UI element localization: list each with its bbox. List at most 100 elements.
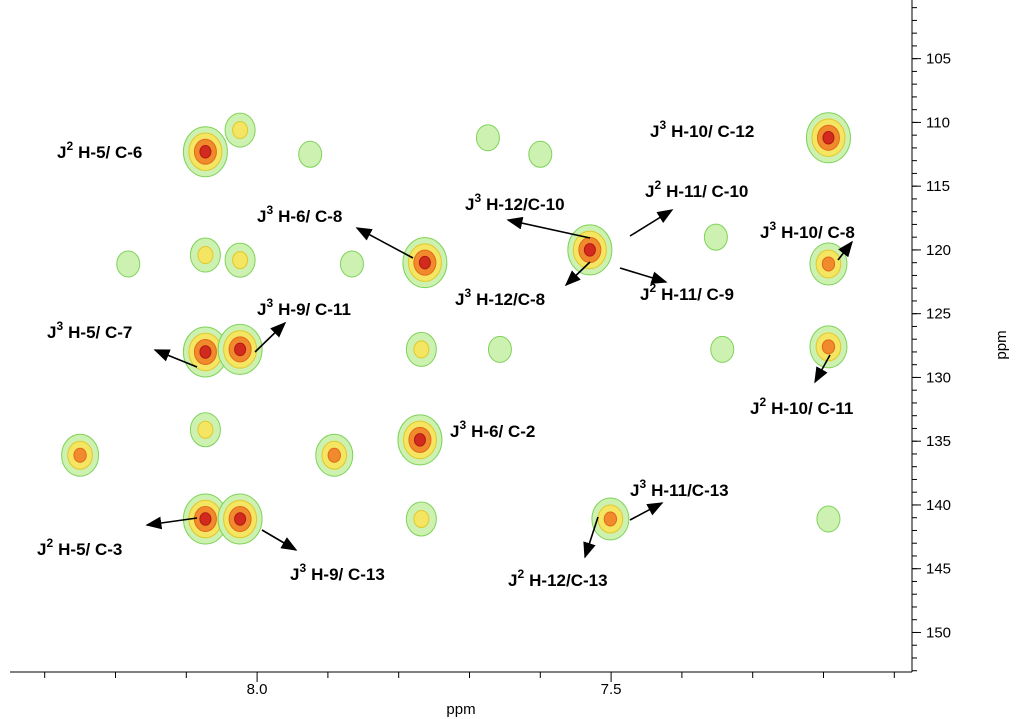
assignment: H-12/C-10	[486, 195, 564, 214]
annotation-arrow	[355, 227, 414, 259]
assignment: H-11/ C-9	[661, 285, 734, 304]
annotation: J3 H-10/ C-12	[650, 118, 754, 141]
coupling: J	[47, 323, 56, 342]
cross-peak	[298, 140, 323, 168]
coupling-order: 3	[56, 319, 63, 333]
coupling-order: 2	[517, 567, 524, 581]
cross-peak	[182, 493, 228, 545]
cross-peak	[405, 501, 437, 537]
cross-peak	[405, 331, 437, 367]
coupling-order: 3	[266, 296, 273, 310]
cross-peak	[189, 237, 221, 273]
y-tick-label: 105	[926, 51, 951, 68]
coupling: J	[760, 223, 769, 242]
contour	[339, 250, 364, 278]
coupling: J	[455, 290, 464, 309]
annotation-arrow	[145, 516, 198, 530]
coupling: J	[57, 143, 66, 162]
y-tick-label: 145	[926, 561, 951, 578]
annotation: J3 H-12/C-8	[455, 286, 545, 309]
coupling: J	[257, 207, 266, 226]
cross-peak	[116, 250, 141, 278]
annotation: J3 H-11/C-13	[630, 477, 729, 500]
y-tick-label: 135	[926, 433, 951, 450]
contour	[327, 447, 341, 463]
cross-peak	[339, 250, 364, 278]
annotation: J2 H-10/ C-11	[750, 395, 853, 418]
cross-peak	[710, 335, 735, 363]
annotation: J2 H-12/C-13	[508, 567, 608, 590]
cross-peak	[182, 326, 228, 378]
assignment: H-9/ C-13	[311, 565, 385, 584]
coupling-order: 3	[266, 203, 273, 217]
assignment: H-12/C-13	[529, 571, 607, 590]
cross-peak	[217, 493, 263, 545]
contour	[821, 339, 836, 355]
contour	[822, 130, 835, 145]
x-tick-label: 7.5	[601, 681, 622, 698]
coupling-order: 2	[759, 395, 766, 409]
annotation-arrow	[837, 240, 853, 261]
annotation: J2 H-5/ C-6	[57, 139, 142, 162]
annotation: J2 H-11/ C-10	[645, 178, 748, 201]
y-tick-label: 150	[926, 624, 951, 641]
contour	[199, 345, 212, 359]
contour	[197, 420, 214, 439]
contour	[234, 512, 247, 526]
contour	[413, 509, 430, 528]
contour	[703, 223, 728, 251]
coupling: J	[465, 195, 474, 214]
coupling: J	[37, 540, 46, 559]
assignment: H-5/ C-7	[68, 323, 132, 342]
coupling-order: 3	[299, 561, 306, 575]
annotation-arrow	[261, 529, 298, 551]
coupling-order: 3	[464, 286, 471, 300]
y-axis-label: ppm	[993, 330, 1010, 359]
coupling-order: 3	[659, 118, 666, 132]
contour	[583, 243, 596, 257]
contour	[413, 433, 426, 447]
x-axis-label: ppm	[446, 701, 475, 718]
coupling: J	[650, 122, 659, 141]
annotation-arrow	[814, 354, 831, 384]
coupling-order: 3	[474, 191, 481, 205]
coupling-order: 2	[649, 281, 656, 295]
contour	[816, 505, 841, 533]
cross-peak	[809, 325, 848, 369]
coupling: J	[450, 422, 459, 441]
coupling: J	[290, 565, 299, 584]
assignment: H-10/ C-8	[781, 223, 855, 242]
coupling: J	[640, 285, 649, 304]
annotation-arrow	[619, 267, 668, 284]
contour	[73, 447, 87, 463]
cross-peak	[816, 505, 841, 533]
assignment: H-11/ C-10	[666, 182, 748, 201]
annotation: J3 H-6/ C-2	[450, 418, 535, 441]
coupling: J	[630, 481, 639, 500]
contour	[232, 121, 249, 140]
cross-peak	[315, 433, 354, 477]
cross-peak	[224, 112, 256, 148]
cross-peak	[402, 237, 448, 289]
contour	[232, 251, 249, 270]
contour	[234, 342, 247, 357]
contour	[199, 144, 212, 159]
annotation: J3 H-5/ C-7	[47, 319, 132, 342]
annotation: J3 H-12/C-10	[465, 191, 565, 214]
annotation-arrow	[506, 216, 591, 239]
cross-peak	[567, 224, 613, 276]
cross-peak	[487, 335, 512, 363]
annotation: J3 H-10/ C-8	[760, 219, 855, 242]
cross-peak	[224, 242, 256, 278]
annotation-arrow	[583, 516, 599, 559]
y-tick-label: 125	[926, 306, 951, 323]
y-tick-label: 120	[926, 242, 951, 259]
annotation: J2 H-5/ C-3	[37, 536, 122, 559]
contour	[413, 340, 430, 359]
annotation: J3 H-6/ C-8	[257, 203, 342, 226]
contour	[418, 255, 431, 270]
assignment: H-9/ C-11	[278, 300, 351, 319]
assignment: H-5/ C-6	[78, 143, 142, 162]
